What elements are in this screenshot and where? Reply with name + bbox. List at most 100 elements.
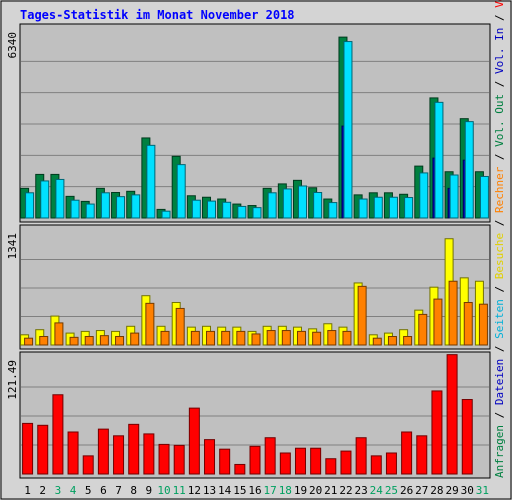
bar-rechner-day-29 [448, 280, 458, 346]
x-tick-label: 30 [461, 484, 474, 497]
bar-seiten-day-1 [25, 192, 35, 219]
bar-rechner-day-12 [190, 330, 200, 346]
x-tick-label: 12 [188, 484, 201, 497]
x-tick-label: 24 [370, 484, 384, 497]
bar-seiten-day-5 [85, 203, 95, 219]
bar-volumen-day-23 [355, 437, 367, 475]
bar-volumen-day-24 [370, 455, 382, 475]
bar-rechner-day-5 [84, 335, 94, 346]
legend-separator: / [493, 147, 506, 167]
bar-seiten-day-13 [207, 200, 217, 219]
bar-volumen-day-19 [294, 447, 306, 475]
x-tick-label: 29 [445, 484, 458, 497]
bar-rechner-day-2 [39, 335, 49, 346]
bar-rechner-day-3 [54, 322, 64, 346]
bar-seiten-day-30 [464, 121, 474, 219]
legend-separator: / [493, 8, 506, 28]
panel-3: 121.49 [6, 351, 491, 479]
bar-seiten-day-15 [237, 205, 247, 219]
y-max-label: 6340 [6, 32, 19, 59]
bar-rechner-day-27 [418, 313, 428, 346]
bar-rechner-day-9 [145, 302, 155, 346]
x-tick-label: 28 [430, 484, 443, 497]
bar-volumen-day-8 [128, 423, 140, 475]
bar-rechner-day-4 [69, 336, 79, 346]
bar-rechner-day-8 [130, 332, 140, 346]
x-tick-label: 26 [400, 484, 413, 497]
x-tick-label: 13 [203, 484, 216, 497]
panel-frame [19, 224, 491, 350]
bar-volumen-day-5 [82, 455, 94, 475]
bar-seiten-day-25 [388, 196, 398, 219]
bar-seiten-day-20 [313, 191, 323, 219]
bar-volumen-day-14 [219, 448, 231, 475]
bar-seiten-day-16 [252, 207, 262, 219]
bar-seiten-day-6 [100, 192, 110, 219]
x-tick-label: 23 [355, 484, 368, 497]
bar-rechner-day-11 [175, 307, 185, 346]
x-tick-label: 27 [415, 484, 428, 497]
bar-rechner-day-7 [115, 335, 125, 346]
bar-seiten-day-18 [282, 188, 292, 219]
y-max-label: 1341 [6, 233, 19, 260]
bar-seiten-day-17 [267, 192, 277, 219]
legend-entry-volin: Vol. In [493, 28, 506, 74]
x-tick-label: 7 [115, 484, 122, 497]
legend-separator: / [493, 405, 506, 425]
legend-separator: / [493, 339, 506, 359]
panel-1: 6340 [6, 23, 491, 223]
legend-entry-dateien: Dateien [493, 359, 506, 405]
bar-rechner-day-1 [24, 337, 34, 346]
bar-rechner-day-22 [342, 330, 352, 346]
bar-volumen-day-12 [188, 407, 200, 475]
legend-vertical: Anfragen / Dateien / Seiten / Besuche / … [493, 0, 506, 478]
bar-volumen-day-9 [143, 433, 155, 475]
x-tick-label: 9 [146, 484, 153, 497]
bar-volumen-day-27 [416, 435, 428, 475]
x-tick-label: 22 [339, 484, 352, 497]
x-tick-label: 20 [309, 484, 322, 497]
bar-volumen-day-20 [310, 447, 322, 475]
y-max-label: 121.49 [6, 360, 19, 400]
bar-rechner-day-16 [251, 333, 261, 346]
bar-seiten-day-7 [116, 196, 126, 219]
bar-rechner-day-14 [221, 330, 231, 346]
x-tick-label: 1 [24, 484, 31, 497]
x-tick-label: 8 [130, 484, 137, 497]
bar-rechner-day-17 [266, 330, 276, 346]
bar-rechner-day-30 [463, 301, 473, 346]
legend-separator: / [493, 279, 506, 299]
bar-volumen-day-4 [67, 431, 79, 475]
bar-seiten-day-8 [131, 194, 141, 219]
bar-volumen-day-21 [325, 458, 337, 475]
legend-entry-anfragen: Anfragen [493, 425, 506, 478]
bar-volumen-day-7 [113, 435, 125, 475]
legend-separator: / [493, 213, 506, 233]
bar-volumen-day-15 [234, 463, 246, 475]
bar-seiten-day-10 [161, 210, 171, 219]
legend-separator: / [493, 74, 506, 94]
bar-rechner-day-28 [433, 298, 443, 346]
legend-entry-volout: Vol. Out [493, 94, 506, 147]
panel-2: 1341 [6, 224, 491, 350]
x-tick-label: 3 [55, 484, 62, 497]
x-tick-label: 6 [100, 484, 107, 497]
x-tick-label: 10 [157, 484, 170, 497]
bar-rechner-day-15 [236, 330, 246, 346]
bar-seiten-day-28 [434, 101, 444, 219]
bar-seiten-day-14 [222, 201, 232, 219]
chart-title: Tages-Statistik im Monat November 2018 [20, 8, 295, 22]
chart-panels: 6340 1341 121.49 [6, 23, 491, 479]
x-tick-label: 31 [476, 484, 489, 497]
x-tick-label: 19 [294, 484, 307, 497]
bar-seiten-day-27 [419, 172, 429, 219]
bar-volumen-day-26 [401, 431, 413, 475]
bar-rechner-day-24 [372, 337, 382, 346]
bar-volumen-day-29 [446, 354, 458, 475]
bar-rechner-day-20 [312, 331, 322, 346]
bar-volumen-day-17 [264, 437, 276, 475]
x-tick-label: 15 [233, 484, 246, 497]
